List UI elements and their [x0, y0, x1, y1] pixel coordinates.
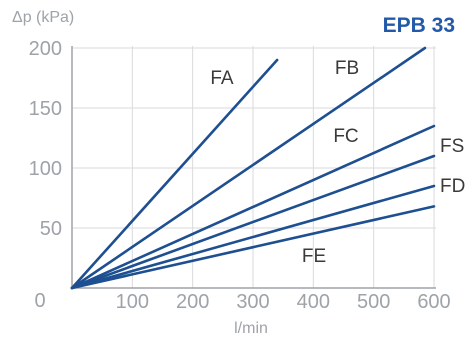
x-tick-label: 300	[236, 291, 269, 313]
labels: EPB 33 Δp (kPa) l/min 0 100 200 300 400 500 6…	[12, 9, 465, 337]
series-line-fs	[70, 154, 436, 290]
chart-title: EPB 33	[383, 14, 455, 37]
series-label-fd: FD	[440, 176, 465, 197]
series-label-fe: FE	[302, 246, 326, 267]
y-tick-label: 100	[29, 158, 62, 180]
y-tick-label: 200	[29, 38, 62, 60]
series-label-fb: FB	[335, 58, 359, 79]
x-tick-label: 100	[116, 291, 149, 313]
y-axis-label: Δp (kPa)	[12, 9, 74, 26]
series-line-fa	[70, 58, 279, 290]
series-line-fd	[70, 184, 436, 290]
series-label-fs: FS	[440, 136, 464, 157]
x-tick-label: 500	[357, 291, 390, 313]
origin-label: 0	[34, 290, 45, 312]
series-label-fc: FC	[333, 126, 358, 147]
series-lines	[70, 46, 436, 290]
series-line-fb	[70, 46, 427, 290]
series-label-fa: FA	[210, 68, 234, 89]
axes	[71, 46, 436, 289]
series-line-fe	[70, 205, 436, 290]
x-tick-label: 200	[176, 291, 209, 313]
x-axis-label: l/min	[234, 320, 268, 337]
x-tick-label: 400	[297, 291, 330, 313]
y-tick-label: 150	[29, 98, 62, 120]
y-tick-label: 50	[40, 218, 62, 240]
x-tick-label: 600	[417, 291, 450, 313]
series-line-fc	[70, 124, 436, 290]
